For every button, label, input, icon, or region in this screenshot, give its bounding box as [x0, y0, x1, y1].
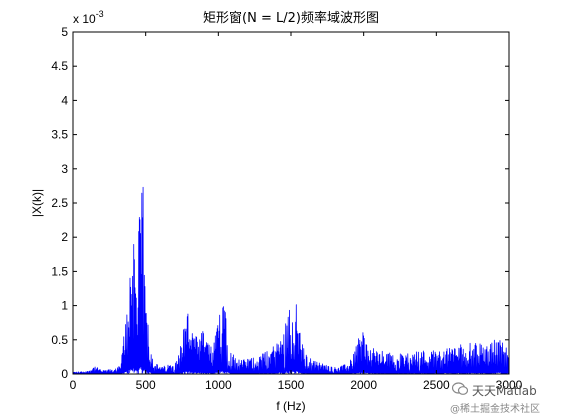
- y-tick-label: 0: [61, 367, 68, 381]
- y-tick-label: 0.5: [51, 333, 68, 347]
- x-axis-label: f (Hz): [276, 399, 305, 413]
- y-tick-label: 2: [61, 230, 68, 244]
- y-exponent-label: x 10-3: [73, 9, 104, 26]
- y-tick-label: 2.5: [51, 196, 68, 210]
- x-tick-label: 2000: [350, 378, 377, 392]
- y-tick-label: 4.5: [51, 59, 68, 73]
- x-tick-label: 1000: [205, 378, 232, 392]
- x-axis-ticks: 0 500 1000 1500 2000 2500 3000: [70, 32, 523, 392]
- y-axis-label: |X(k)|: [30, 189, 44, 217]
- x-tick-label: 3000: [496, 378, 523, 392]
- y-tick-label: 3.5: [51, 128, 68, 142]
- y-tick-label: 5: [61, 25, 68, 39]
- y-tick-label: 3: [61, 162, 68, 176]
- watermark-title: 天天Matlab: [472, 384, 537, 398]
- x-tick-label: 2500: [423, 378, 450, 392]
- watermark-subtitle: @稀土掘金技术社区: [450, 404, 540, 415]
- x-tick-label: 0: [70, 378, 77, 392]
- wechat-bubble-icon: [452, 382, 468, 395]
- y-tick-label: 4: [61, 93, 68, 107]
- x-tick-label: 500: [136, 378, 156, 392]
- chart-title: 矩形窗(N = L/2)频率域波形图: [203, 10, 379, 26]
- x-tick-label: 1500: [278, 378, 305, 392]
- y-tick-label: 1.5: [51, 264, 68, 278]
- y-axis-ticks: 0 0.5 1 1.5 2 2.5 3 3.5 4 4.5 5: [51, 25, 509, 381]
- y-tick-label: 1: [61, 299, 68, 313]
